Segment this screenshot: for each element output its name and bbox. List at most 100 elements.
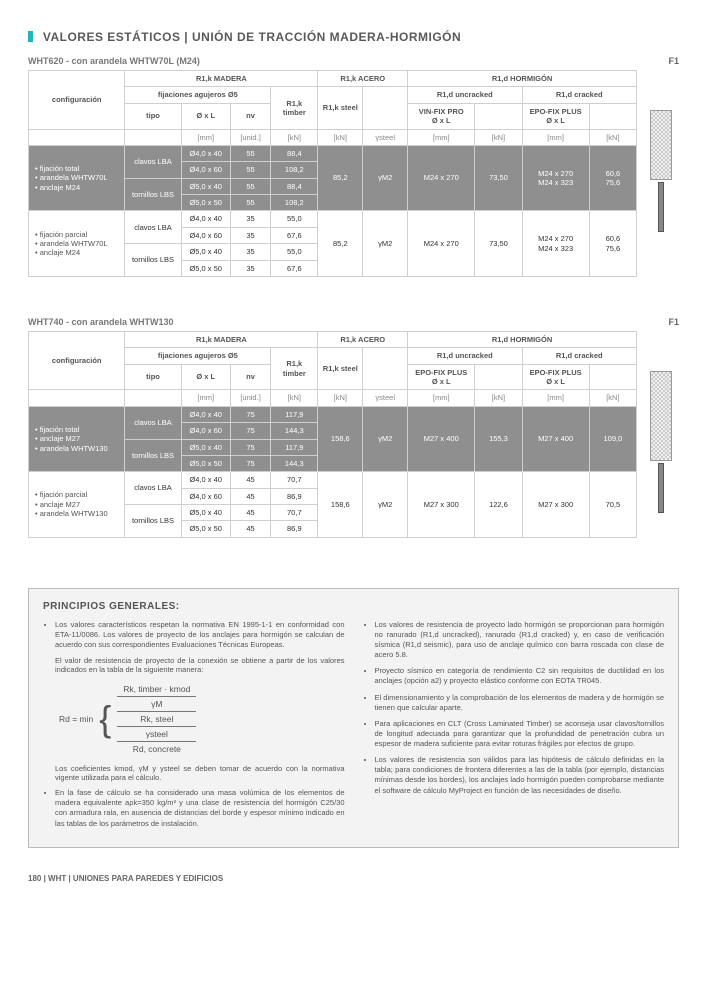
merged-cell: 60,6 75,6: [589, 211, 636, 277]
data-cell: Ø5,0 x 40: [181, 178, 230, 194]
data-cell: 86,9: [271, 488, 318, 504]
data-cell: 55,0: [271, 211, 318, 227]
page-footer: 180 | WHT | UNIONES PARA PAREDES Y EDIFI…: [28, 874, 679, 883]
tipo-cell: clavos LBA: [125, 406, 181, 439]
merged-cell: 60,6 75,6: [589, 145, 636, 211]
data-cell: Ø5,0 x 40: [181, 505, 230, 521]
config-cell: • fijación total • arandela WHTW70L • an…: [29, 145, 125, 211]
data-cell: 70,7: [271, 472, 318, 488]
data-cell: 70,7: [271, 505, 318, 521]
data-cell: Ø4,0 x 60: [181, 423, 230, 439]
data-cell: Ø5,0 x 40: [181, 244, 230, 260]
t1-subtitle: WHT620 - con arandela WHTW70L (M24): [28, 56, 679, 66]
merged-cell: 73,50: [475, 145, 522, 211]
data-cell: 45: [230, 488, 270, 504]
t1-wrap: F1 configuración R1,k MADERA R1,k ACERO …: [28, 70, 679, 277]
merged-cell: M24 x 270: [408, 145, 475, 211]
hdr-oxl: Ø x L: [181, 103, 230, 129]
data-cell: Ø4,0 x 60: [181, 227, 230, 243]
config-cell: • fijación total • anclaje M27 • arandel…: [29, 406, 125, 472]
hdr-config: configuración: [29, 71, 125, 130]
merged-cell: 158,6: [318, 406, 363, 472]
hdr-row-1: configuración R1,k MADERA R1,k ACERO R1,…: [29, 331, 637, 347]
hdr-fij: fijaciones agujeros Ø5: [125, 87, 271, 103]
merged-cell: M27 x 300: [408, 472, 475, 538]
hdr-hormigon: R1,d HORMIGÓN: [408, 71, 637, 87]
hdr-epo: EPO-FIX PLUS Ø x L: [522, 103, 589, 129]
prin-left-b1: Los valores característicos respetan la …: [55, 620, 345, 650]
merged-cell: M27 x 400: [408, 406, 475, 472]
merged-cell: γM2: [363, 406, 408, 472]
principles-left: Los valores característicos respetan la …: [43, 620, 345, 835]
f1-label: F1: [668, 56, 679, 66]
hdr-rcr: R1,d cracked: [522, 87, 637, 103]
data-cell: 35: [230, 211, 270, 227]
data-cell: 55: [230, 162, 270, 178]
data-cell: 88,4: [271, 178, 318, 194]
data-cell: Ø5,0 x 50: [181, 195, 230, 211]
merged-cell: γM2: [363, 472, 408, 538]
data-cell: Ø4,0 x 60: [181, 162, 230, 178]
config-cell: • fijación parcial • anclaje M27 • arand…: [29, 472, 125, 538]
data-cell: Ø4,0 x 40: [181, 406, 230, 422]
page-title: VALORES ESTÁTICOS | UNIÓN DE TRACCIÓN MA…: [28, 30, 679, 44]
data-cell: 67,6: [271, 227, 318, 243]
tipo-cell: tornillos LBS: [125, 439, 181, 472]
table-wht620: configuración R1,k MADERA R1,k ACERO R1,…: [28, 70, 637, 277]
merged-cell: 122,6: [475, 472, 522, 538]
merged-cell: 73,50: [475, 211, 522, 277]
data-cell: Ø4,0 x 40: [181, 472, 230, 488]
merged-cell: M27 x 300: [522, 472, 589, 538]
prin-left-p2: Los coeficientes kmod, γM y γsteel se de…: [55, 764, 345, 782]
f1-label: F1: [668, 317, 679, 327]
illustration-t2: [643, 331, 679, 538]
tipo-cell: tornillos LBS: [125, 505, 181, 538]
data-cell: 55: [230, 178, 270, 194]
hdr-tipo: tipo: [125, 103, 181, 129]
data-cell: 45: [230, 472, 270, 488]
data-cell: 75: [230, 423, 270, 439]
hdr-rtimber: R1,k timber: [271, 87, 318, 129]
data-cell: 144,3: [271, 423, 318, 439]
unit-row: [mm] [unid.] [kN] [kN] γsteel [mm] [kN] …: [29, 129, 637, 145]
hdr-madera: R1,k MADERA: [125, 71, 318, 87]
merged-cell: 70,5: [589, 472, 636, 538]
merged-cell: 85,2: [318, 145, 363, 211]
data-cell: 75: [230, 455, 270, 471]
data-cell: 45: [230, 505, 270, 521]
merged-cell: γM2: [363, 211, 408, 277]
data-cell: 45: [230, 521, 270, 537]
hdr-row-1: configuración R1,k MADERA R1,k ACERO R1,…: [29, 71, 637, 87]
data-cell: Ø5,0 x 40: [181, 439, 230, 455]
data-cell: 86,9: [271, 521, 318, 537]
t2-wrap: F1 configuración R1,k MADERA R1,k ACERO …: [28, 331, 679, 538]
data-cell: 117,9: [271, 406, 318, 422]
table-row: • fijación parcial • arandela WHTW70L • …: [29, 211, 637, 227]
page-title-text: VALORES ESTÁTICOS | UNIÓN DE TRACCIÓN MA…: [43, 30, 461, 44]
merged-cell: M24 x 270: [408, 211, 475, 277]
hdr-vin: VIN-FIX PRO Ø x L: [408, 103, 475, 129]
merged-cell: M24 x 270 M24 x 323: [522, 211, 589, 277]
accent-bar: [28, 31, 33, 42]
illustration-t1: [643, 70, 679, 277]
data-cell: Ø4,0 x 40: [181, 211, 230, 227]
formula: Rd = min { Rk, timber · kmod γM Rk, stee…: [59, 682, 345, 756]
data-cell: 108,2: [271, 195, 318, 211]
data-cell: 55,0: [271, 244, 318, 260]
data-cell: Ø4,0 x 40: [181, 145, 230, 161]
data-cell: 75: [230, 439, 270, 455]
table-row: • fijación total • arandela WHTW70L • an…: [29, 145, 637, 161]
principles-right: Los valores de resistencia de proyecto l…: [363, 620, 665, 835]
merged-cell: M24 x 270 M24 x 323: [522, 145, 589, 211]
prin-left-b2: En la fase de cálculo se ha considerado …: [55, 788, 345, 829]
data-cell: Ø4,0 x 60: [181, 488, 230, 504]
data-cell: Ø5,0 x 50: [181, 260, 230, 276]
tipo-cell: clavos LBA: [125, 145, 181, 178]
hdr-nv: nv: [230, 103, 270, 129]
hdr-rsteel: R1,k steel: [318, 87, 363, 129]
data-cell: Ø5,0 x 50: [181, 455, 230, 471]
merged-cell: 155,3: [475, 406, 522, 472]
prin-left-p1: El valor de resistencia de proyecto de l…: [55, 656, 345, 674]
config-cell: • fijación parcial • arandela WHTW70L • …: [29, 211, 125, 277]
data-cell: Ø5,0 x 50: [181, 521, 230, 537]
